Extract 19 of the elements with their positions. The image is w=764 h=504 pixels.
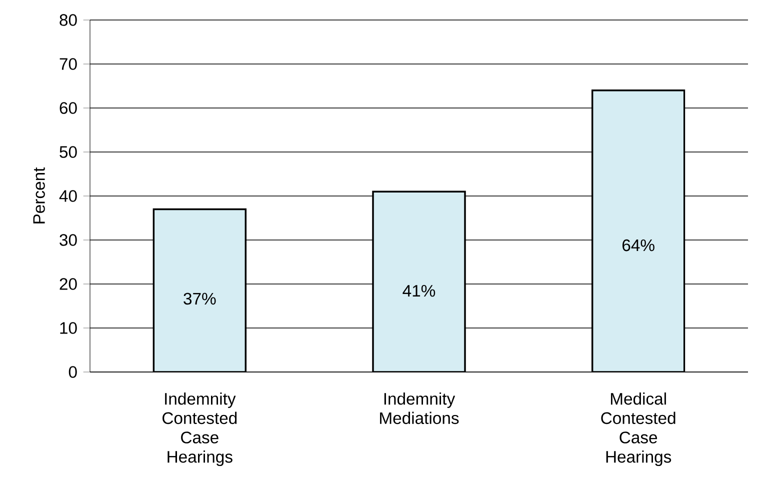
y-tick-label: 50 [60,146,77,158]
y-axis-title: Percent [33,167,45,224]
data-label: 41% [402,284,436,297]
y-tick-label: 30 [60,234,77,246]
y-tick-label: 40 [59,190,77,202]
y-tick-label: 70 [60,58,77,70]
y-tick-label: 10 [60,322,77,334]
x-tick-label: Indemnity Mediations [380,392,459,424]
y-tick-label: 0 [68,366,77,378]
x-tick-label: Indemnity Contested Case Hearings [162,392,237,466]
bar [591,90,686,372]
bar [152,208,247,372]
data-label: 37% [184,292,216,305]
y-tick-label: 20 [60,278,77,290]
bar [372,190,466,372]
y-tick-label: 80 [60,14,77,26]
y-tick-label: 60 [60,102,77,114]
x-tick-label: Medical Contested Case Hearings [601,392,676,466]
data-label: 64% [622,239,654,252]
